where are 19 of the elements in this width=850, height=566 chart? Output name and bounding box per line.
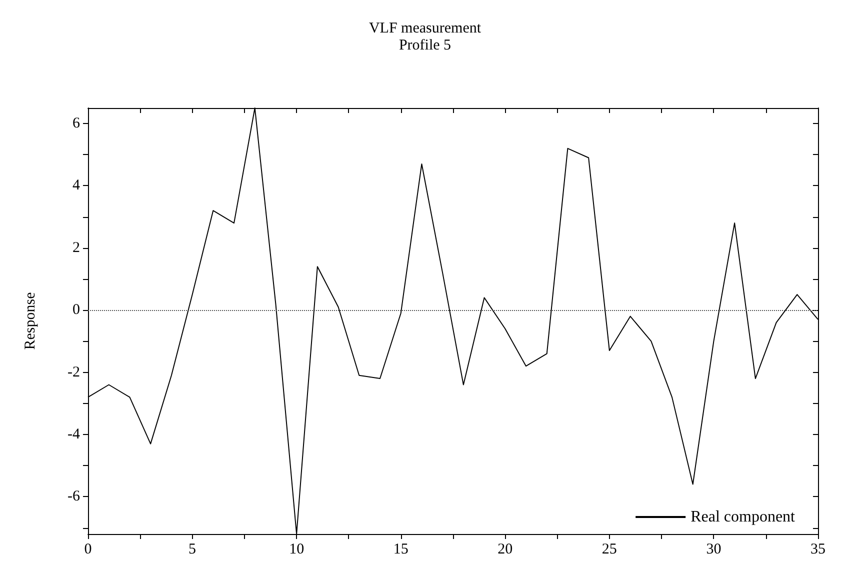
y-tick-label: 6: [72, 116, 80, 132]
chart-title: VLF measurement: [368, 20, 482, 36]
x-tick-label: 30: [706, 542, 722, 558]
x-tick-label: 35: [810, 542, 826, 558]
y-tick-label: -4: [68, 426, 80, 442]
x-tick-label: 10: [289, 542, 304, 558]
x-tick-label: 20: [498, 542, 513, 558]
x-tick-label: 15: [393, 542, 408, 558]
y-axis-title: Response: [22, 292, 38, 350]
chart-subtitle: Profile 5: [398, 38, 452, 54]
x-tick-label: 25: [602, 542, 617, 558]
legend-label: Real component: [690, 508, 796, 526]
y-tick-label: 0: [72, 302, 80, 318]
x-tick-label: 0: [84, 542, 92, 558]
y-tick-label: -6: [68, 488, 80, 505]
y-tick-label: 2: [72, 240, 80, 256]
y-tick-label: -2: [68, 364, 80, 380]
x-tick-label: 5: [188, 542, 196, 558]
y-tick-label: 4: [72, 178, 80, 194]
